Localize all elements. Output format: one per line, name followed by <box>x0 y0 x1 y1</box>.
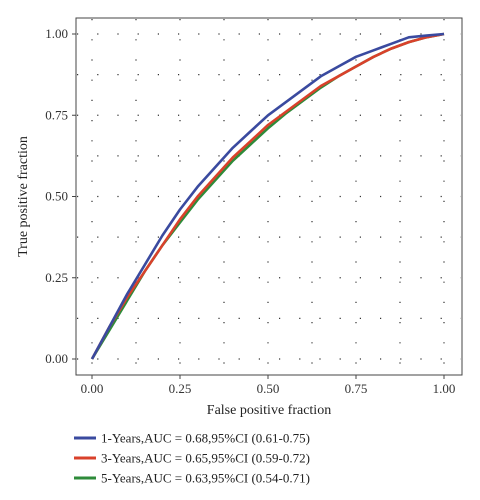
y-tick-label: 0.75 <box>45 107 68 122</box>
roc-curve <box>90 32 445 360</box>
legend-label: 1-Years,AUC = 0.68,95%CI (0.61-0.75) <box>101 431 310 446</box>
series-lines <box>90 32 445 360</box>
roc-curve <box>90 32 445 360</box>
x-tick-label: 0.00 <box>81 381 104 396</box>
roc-curve <box>90 32 445 360</box>
legend: 1-Years,AUC = 0.68,95%CI (0.61-0.75) 3-Ye… <box>74 431 310 486</box>
axis-ticks: 0.00 0.00 0.25 0.25 0.50 0.50 0.75 0.75 1.00 1.00 <box>45 26 455 396</box>
grid <box>77 19 461 374</box>
y-tick-label: 0.25 <box>45 270 68 285</box>
y-tick-label: 1.00 <box>45 26 68 41</box>
legend-label: 5-Years,AUC = 0.63,95%CI (0.54-0.71) <box>101 471 310 486</box>
y-tick-label: 0.00 <box>45 351 68 366</box>
legend-label: 3-Years,AUC = 0.65,95%CI (0.59-0.72) <box>101 451 310 466</box>
plot-frame <box>75 17 463 376</box>
x-tick-label: 0.25 <box>169 381 192 396</box>
y-tick-label: 0.50 <box>45 189 68 204</box>
x-axis-title: False positive fraction <box>207 403 331 418</box>
x-tick-label: 0.50 <box>257 381 280 396</box>
x-tick-label: 0.75 <box>345 381 368 396</box>
y-axis-title: True positive fraction <box>16 136 31 257</box>
x-tick-label: 1.00 <box>433 381 456 396</box>
